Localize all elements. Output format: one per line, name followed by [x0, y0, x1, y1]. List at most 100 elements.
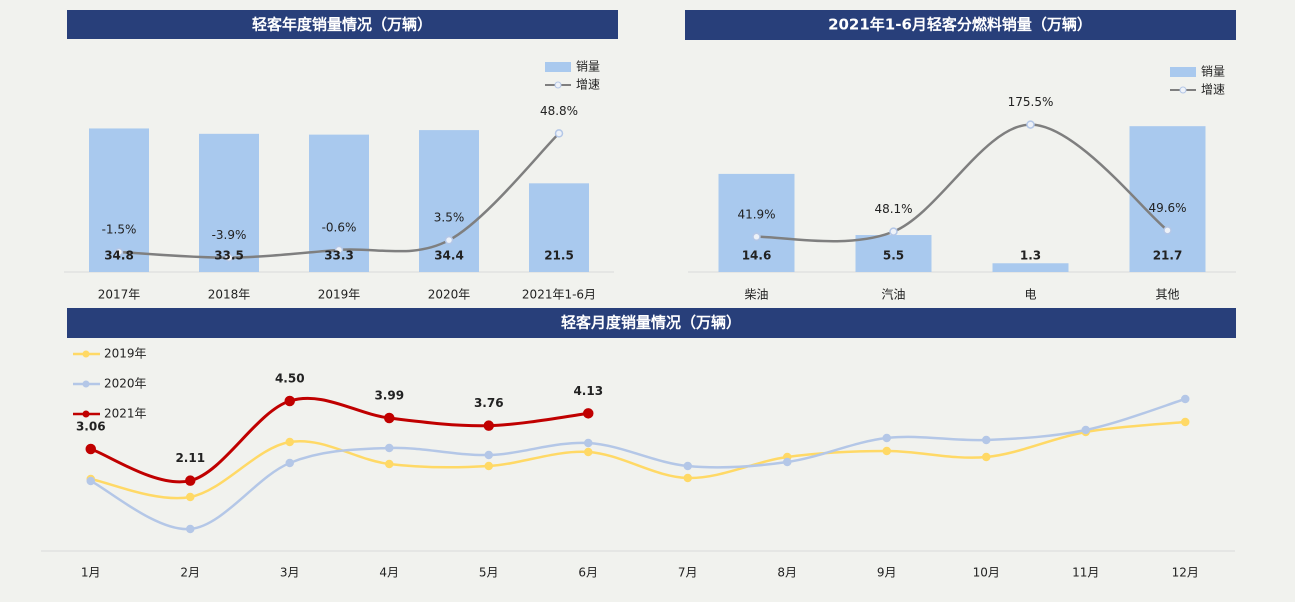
legend-swatch [1170, 67, 1196, 77]
data-label: 5.5 [883, 249, 904, 263]
bar [992, 263, 1069, 272]
bar [199, 133, 259, 272]
x-tick-label: 9月 [877, 566, 897, 580]
line-point [554, 129, 564, 138]
data-label: 49.6% [1148, 201, 1186, 215]
bar [1129, 126, 1206, 273]
data-label: 21.5 [544, 249, 574, 263]
legend-label: 销量 [1201, 65, 1225, 79]
x-tick-label: 12月 [1172, 566, 1199, 580]
line-point [889, 227, 898, 236]
data-label: 1.3 [1020, 249, 1041, 263]
line-point [1181, 394, 1190, 404]
data-label: -3.9% [212, 228, 247, 242]
legend-swatch [554, 81, 562, 89]
x-tick-label: 1月 [81, 566, 101, 580]
line-point [484, 450, 493, 460]
line-point [483, 420, 494, 431]
x-tick-label: 电 [1024, 288, 1036, 302]
line-point [584, 438, 593, 448]
line-point [1163, 226, 1172, 235]
legend-swatch [82, 380, 90, 388]
data-label: 41.9% [737, 207, 775, 221]
legend-label: 增速 [576, 78, 600, 92]
x-tick-label: 其他 [1155, 288, 1179, 302]
chart-title: 2021年1-6月轻客分燃料销量（万辆） [828, 16, 1092, 34]
line-point [1181, 417, 1190, 427]
line-point [86, 476, 95, 486]
legend-swatch [82, 410, 90, 418]
line-point [882, 446, 891, 456]
line-point [882, 433, 891, 443]
x-tick-label: 7月 [678, 566, 698, 580]
line-point [186, 492, 195, 502]
x-tick-label: 4月 [379, 566, 399, 580]
data-label: 21.7 [1153, 249, 1183, 263]
data-label: -0.6% [322, 220, 357, 234]
title-bar [685, 10, 1236, 40]
line-point [334, 245, 344, 255]
legend-swatch [82, 350, 90, 358]
x-tick-label: 2020年 [428, 288, 471, 302]
data-label: 34.8 [104, 249, 134, 263]
data-label: 34.4 [434, 249, 464, 263]
line-point [224, 253, 234, 262]
line-point [752, 232, 761, 242]
line-series [756, 123, 1169, 243]
line-point [284, 395, 295, 407]
line-point [683, 473, 692, 483]
x-tick-label: 11月 [1072, 566, 1099, 580]
line-point [444, 235, 454, 245]
legend-label: 2021年 [104, 407, 147, 421]
data-label: 14.6 [742, 249, 772, 263]
line-point [384, 412, 395, 424]
data-label: 3.76 [474, 396, 504, 410]
bar [718, 173, 795, 272]
data-label: 175.5% [1008, 95, 1054, 109]
x-tick-label: 柴油 [744, 288, 768, 302]
legend-label: 2020年 [104, 377, 147, 391]
line-point [114, 247, 124, 257]
data-label: 3.5% [434, 211, 465, 225]
data-label: 4.13 [573, 384, 603, 398]
x-tick-label: 2019年 [318, 288, 361, 302]
chart-title: 轻客年度销量情况（万辆） [252, 16, 432, 34]
line-point [186, 524, 195, 534]
legend-label: 2019年 [104, 347, 147, 361]
line-series [90, 397, 1186, 531]
x-tick-label: 6月 [578, 566, 598, 580]
line-point [484, 461, 493, 471]
line-point [1081, 425, 1090, 435]
line-series [90, 396, 589, 484]
line-point [385, 443, 394, 453]
line-point [783, 457, 792, 467]
line-point [185, 475, 196, 486]
bar [855, 235, 932, 272]
line-point [583, 408, 594, 419]
x-tick-label: 2018年 [208, 288, 251, 302]
x-tick-label: 5月 [479, 566, 499, 580]
data-label: 33.3 [324, 249, 354, 263]
line-point [85, 443, 96, 455]
x-tick-label: 10月 [973, 566, 1000, 580]
data-label: 2.11 [175, 451, 205, 465]
x-tick-label: 8月 [777, 566, 797, 580]
legend-swatch [1179, 86, 1187, 94]
data-label: 3.99 [374, 389, 404, 403]
chart-title: 轻客月度销量情况（万辆） [561, 314, 741, 332]
x-tick-label: 汽油 [881, 287, 905, 302]
title-bar [67, 308, 1236, 338]
line-point [683, 461, 692, 471]
bar [529, 183, 589, 272]
line-point [1026, 120, 1035, 129]
line-point [982, 435, 991, 445]
data-label: 4.50 [275, 372, 305, 386]
data-label: -1.5% [102, 222, 137, 236]
line-point [584, 447, 593, 457]
data-label: 33.5 [214, 249, 244, 263]
title-bar [67, 10, 618, 39]
line-point [385, 459, 394, 469]
legend-swatch [545, 62, 571, 72]
